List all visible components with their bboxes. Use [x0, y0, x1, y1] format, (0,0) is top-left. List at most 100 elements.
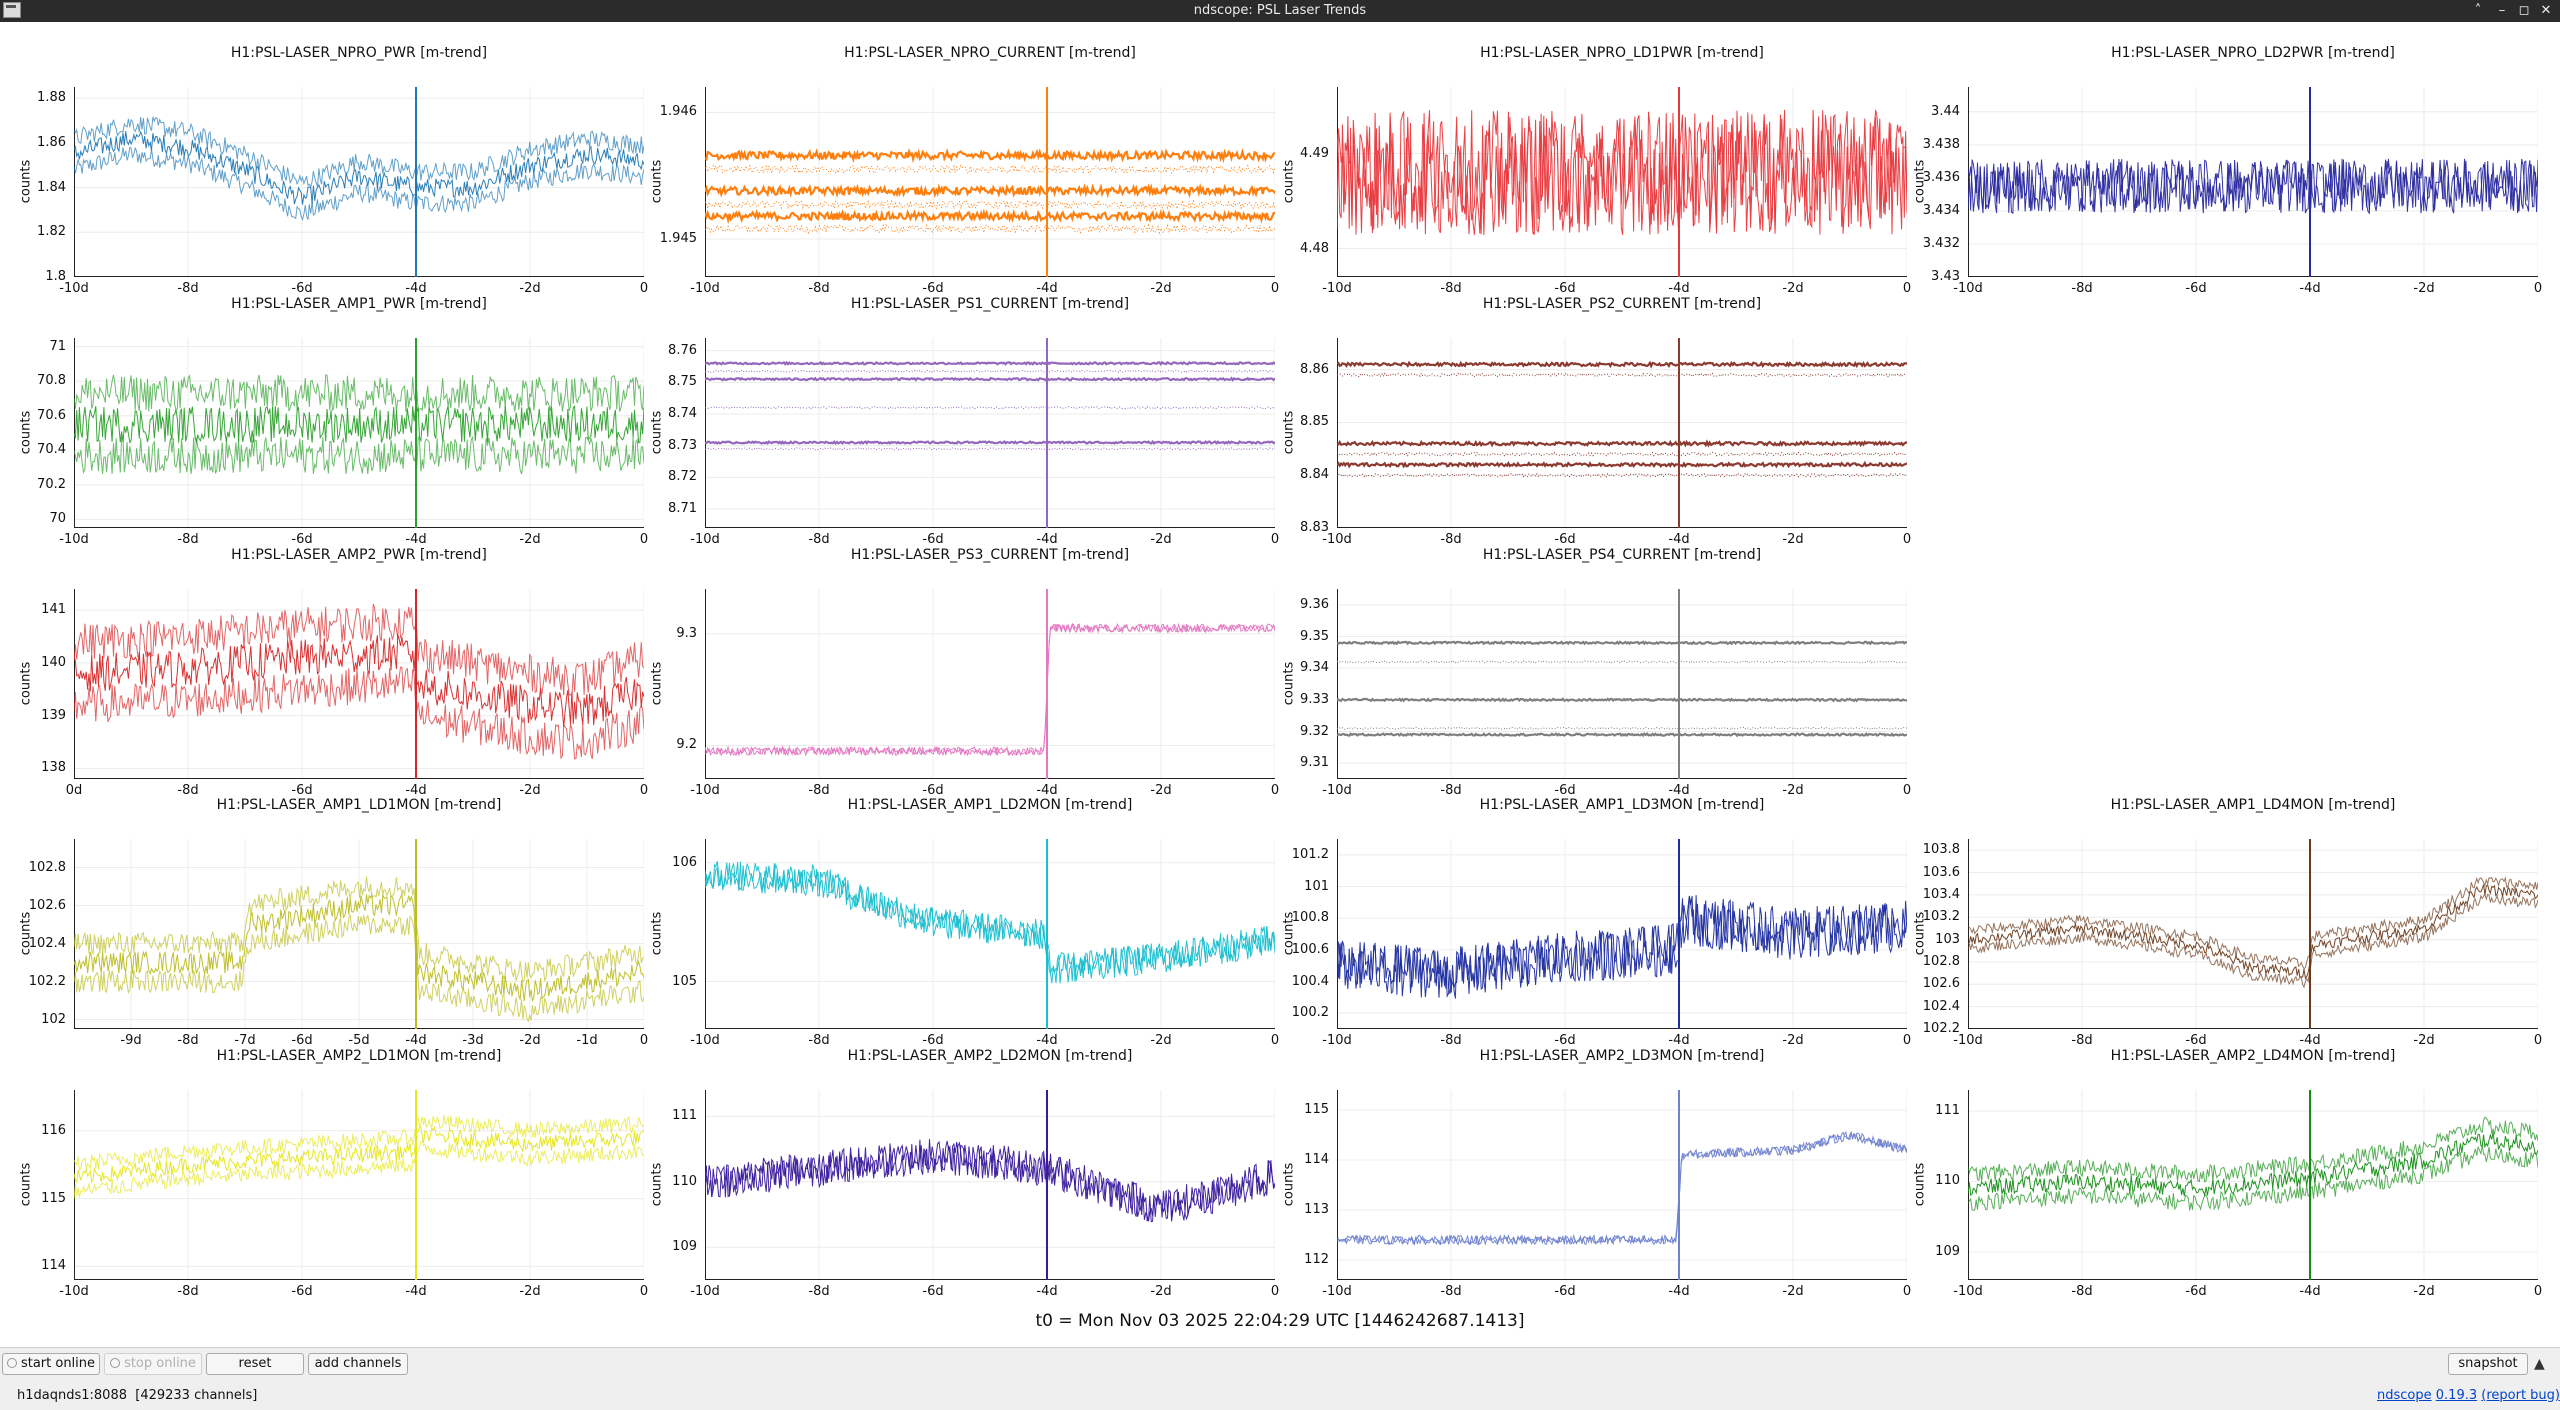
stop-icon	[110, 1358, 121, 1368]
plot-canvas[interactable]	[705, 589, 1275, 779]
y-tick-label: 111	[1935, 1103, 1960, 1119]
axis-line	[1337, 589, 1907, 779]
plot-canvas[interactable]	[74, 338, 644, 528]
y-tick-label: 1.88	[37, 90, 66, 106]
y-tick-label: 141	[41, 602, 66, 618]
y-tick-label: 102.8	[28, 859, 66, 875]
version-link[interactable]: 0.19.3	[2435, 1388, 2478, 1403]
series-line	[1337, 360, 1907, 369]
y-tick-label: 140	[41, 654, 66, 670]
x-tick-label: 0	[639, 783, 649, 798]
series-line	[74, 634, 644, 727]
x-tick-label: -10d	[1322, 532, 1352, 547]
snapshot-button[interactable]: snapshot	[2448, 1353, 2528, 1375]
x-tick-label: -2d	[1150, 281, 1172, 296]
x-tick-label: -8d	[1440, 532, 1462, 547]
data-series	[1337, 895, 1907, 999]
x-tick-label: -10d	[1953, 1033, 1983, 1048]
y-tick-label: 102.6	[1922, 976, 1960, 992]
plot-canvas[interactable]	[1968, 1090, 2538, 1280]
x-tick-label: -8d	[2071, 1033, 2093, 1048]
panel-title: H1:PSL-LASER_NPRO_CURRENT [m-trend]	[844, 45, 1136, 61]
y-tick-label: 106	[672, 854, 697, 870]
plot-canvas[interactable]	[705, 338, 1275, 528]
plot-canvas[interactable]	[74, 87, 644, 277]
series-line	[1337, 697, 1907, 703]
reset-button[interactable]: reset	[206, 1353, 304, 1375]
y-tick-label: 1.82	[37, 224, 66, 240]
close-icon[interactable]: ✕	[2540, 3, 2552, 18]
plot-canvas[interactable]	[1968, 87, 2538, 277]
y-tick-label: 115	[1304, 1102, 1329, 1117]
series-line	[1337, 895, 1907, 998]
y-tick-label: 112	[1304, 1252, 1329, 1267]
plot-canvas[interactable]	[705, 1090, 1275, 1280]
y-tick-label: 102.8	[1922, 953, 1960, 969]
x-tick-label: -2d	[519, 532, 541, 547]
series-line	[74, 146, 644, 221]
series-line	[74, 374, 644, 413]
series-line	[1968, 1145, 2538, 1212]
x-tick-label: -8d	[1440, 1033, 1462, 1048]
x-tick-label: -6d	[1554, 1284, 1576, 1299]
x-tick-label: -8d	[2071, 281, 2093, 296]
axis-line	[1337, 1090, 1907, 1280]
y-tick-label: 3.438	[1922, 136, 1960, 152]
plot-canvas[interactable]	[1337, 1090, 1907, 1280]
data-series	[1337, 109, 1907, 236]
y-tick-label: 8.73	[668, 437, 697, 453]
plot-canvas[interactable]	[74, 839, 644, 1029]
plot-canvas[interactable]	[1337, 87, 1907, 277]
y-tick-label: 3.44	[1931, 103, 1960, 119]
plot-grid: H1:PSL-LASER_NPRO_PWR [m-trend] counts 1.8…	[0, 22, 2560, 1362]
plot-canvas[interactable]	[705, 87, 1275, 277]
x-tick-label: -8d	[177, 281, 199, 296]
x-tick-label: -4d	[405, 281, 427, 296]
start-online-button[interactable]: start online	[2, 1353, 100, 1375]
data-series	[705, 1139, 1275, 1223]
report-bug-link[interactable]: (report bug)	[2481, 1388, 2560, 1403]
y-tick-label: 109	[1935, 1243, 1960, 1259]
plot-canvas[interactable]	[1337, 338, 1907, 528]
series-line	[1337, 660, 1907, 664]
x-tick-label: -2d	[2413, 1033, 2435, 1048]
bottom-toolbar: start online stop online reset add chann…	[0, 1347, 2560, 1410]
x-tick-label: -6d	[2185, 1033, 2207, 1048]
series-line	[1968, 1132, 2538, 1197]
series-line	[74, 435, 644, 475]
y-tick-label: 8.76	[668, 342, 697, 358]
plot-canvas[interactable]	[74, 589, 644, 779]
panel-title: H1:PSL-LASER_AMP1_LD3MON [m-trend]	[1479, 797, 1765, 813]
x-tick-label: -10d	[690, 1284, 720, 1299]
series-line	[1337, 1130, 1907, 1246]
plot-canvas[interactable]	[1337, 589, 1907, 779]
collapse-up-icon[interactable]: ▲	[2534, 1356, 2545, 1372]
panel-title: H1:PSL-LASER_NPRO_LD2PWR [m-trend]	[2111, 45, 2395, 61]
window-title: ndscope: PSL Laser Trends	[1193, 3, 1367, 18]
x-tick-label: -8d	[808, 532, 830, 547]
x-tick-label: 0	[1270, 1284, 1280, 1299]
series-line	[1337, 451, 1907, 457]
series-line	[705, 199, 1275, 211]
panel-title: H1:PSL-LASER_AMP2_LD4MON [m-trend]	[2110, 1048, 2396, 1064]
add-channels-button[interactable]: add channels	[308, 1353, 408, 1375]
series-line	[705, 1140, 1275, 1223]
x-tick-label: 0	[1270, 1033, 1280, 1048]
x-tick-label: 0	[2533, 1284, 2543, 1299]
ndscope-link[interactable]: ndscope	[2377, 1388, 2432, 1403]
plot-canvas[interactable]	[1337, 839, 1907, 1029]
plot-canvas[interactable]	[1968, 839, 2538, 1029]
minimize-icon[interactable]: –	[2498, 3, 2506, 18]
plot-canvas[interactable]	[705, 839, 1275, 1029]
y-tick-label: 3.434	[1922, 202, 1960, 218]
data-series	[1968, 1116, 2538, 1212]
y-tick-label: 103	[1935, 931, 1960, 947]
x-tick-label: 0d	[65, 783, 83, 798]
y-tick-label: 101.2	[1291, 846, 1329, 862]
chevron-up-icon[interactable]: ˄	[2474, 3, 2482, 18]
maximize-icon[interactable]: ◻	[2518, 3, 2530, 18]
stop-online-button[interactable]: stop online	[104, 1353, 202, 1375]
y-tick-label: 9.31	[1300, 755, 1329, 771]
plot-canvas[interactable]	[74, 1090, 644, 1280]
server-address: h1daqnds1:8088	[17, 1388, 127, 1403]
